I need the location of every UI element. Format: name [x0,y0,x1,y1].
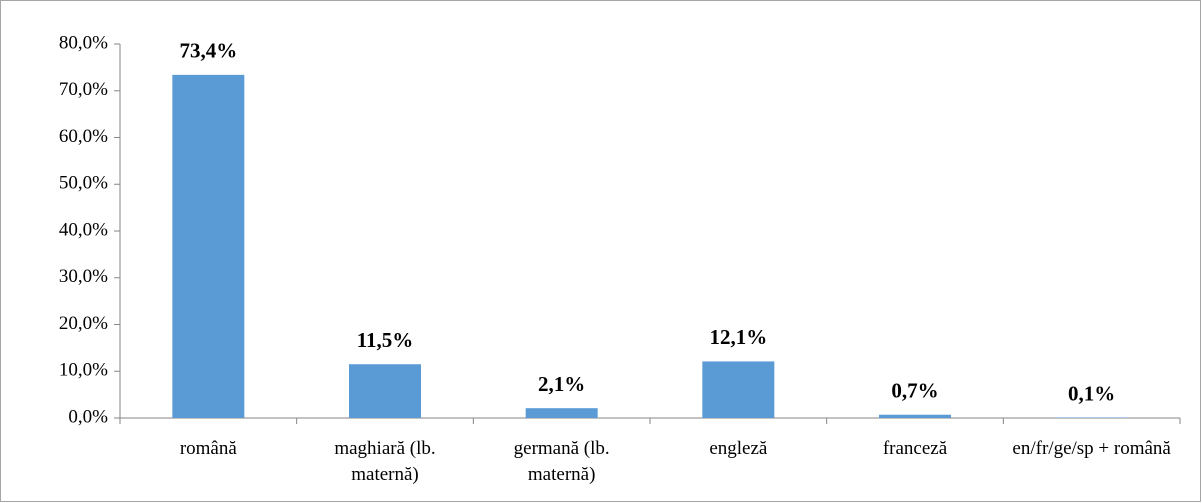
bar [525,408,598,418]
value-label: 12,1% [709,325,767,349]
value-label: 11,5% [357,328,414,352]
x-tick-label: germană (lb. maternă) [513,438,610,485]
x-tick-label: maghiară (lb. maternă) [334,438,436,485]
bar [702,361,775,418]
y-tick-label: 40,0% [59,219,108,240]
y-tick-label: 30,0% [59,266,108,287]
bar [349,364,421,418]
y-tick-label: 70,0% [59,79,108,100]
y-tick-label: 10,0% [59,360,108,381]
value-label: 0,1% [1068,381,1115,405]
x-tick-label: en/fr/ge/sp + română [1012,438,1171,459]
y-tick-label: 0,0% [68,406,108,427]
y-tick-label: 60,0% [59,126,108,147]
bar [172,74,245,418]
x-tick-label: franceză [882,438,948,459]
x-tick-label: română [179,438,237,459]
y-tick-label: 50,0% [59,173,108,194]
value-label: 0,7% [891,379,938,403]
x-tick-label: engleză [709,438,768,459]
y-tick-label: 80,0% [59,32,108,53]
y-tick-label: 20,0% [59,313,108,334]
bar [879,414,951,418]
value-label: 73,4% [179,39,237,63]
value-label: 2,1% [538,372,585,396]
